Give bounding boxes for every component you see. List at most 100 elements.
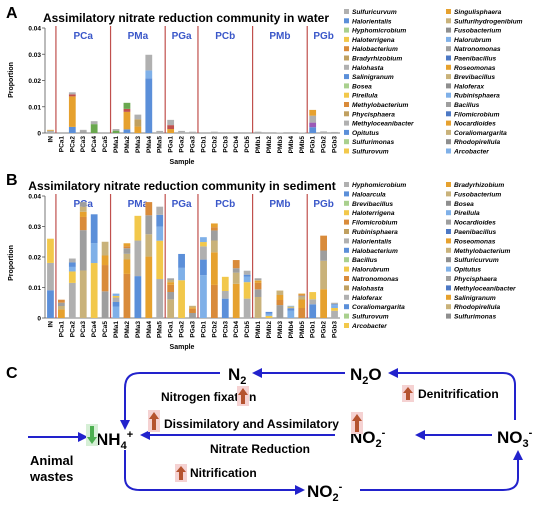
chart-a-bar-segment: [134, 126, 142, 133]
chart-b-legend-swatch: [344, 182, 349, 187]
chart-b-bar-segment: [145, 215, 153, 235]
chart-a-bar-segment: [200, 132, 207, 133]
panel-letter-b: B: [6, 172, 18, 189]
chart-b-bar-segment: [265, 313, 273, 316]
chart-b-bar-segment: [101, 255, 109, 266]
chart-b-bar-segment: [156, 206, 164, 215]
chart-b-group-label: PCb: [215, 199, 235, 210]
chart-b-xlabel: Sample: [170, 344, 195, 351]
chart-b-legend-swatch: [446, 219, 451, 225]
chart-a-legend-item: Brevibacillus: [454, 74, 495, 81]
chart-b-legend-swatch: [344, 313, 349, 319]
chart-a-xlabel: Sample: [170, 159, 195, 166]
chart-a-bar-segment: [298, 132, 306, 133]
chart-a-group-label: PCb: [215, 31, 235, 42]
chart-a-bar-segment: [287, 132, 295, 133]
chart-b-bar-segment: [134, 240, 142, 277]
chart-b-y-tick-label: 0.04: [28, 194, 41, 201]
label-wastes: wastes: [29, 469, 73, 484]
chart-a-legend-item: Sulfuricurvum: [352, 9, 397, 16]
chart-b-bar-segment: [221, 291, 229, 299]
chart-b-x-tick-label: PMa1: [113, 321, 120, 338]
chart-a-bar-segment: [47, 129, 54, 131]
chart-b-legend-swatch: [446, 294, 451, 300]
chart-a-legend-swatch: [446, 120, 451, 126]
chart-b-bar-segment: [232, 260, 240, 269]
chart-b-legend-swatch: [344, 191, 349, 197]
chart-a-legend-swatch: [344, 64, 349, 70]
chart-b-x-tick-label: PCa2: [69, 321, 76, 338]
chart-a-legend-item: Phycisphaera: [352, 111, 395, 118]
chart-b-bar-segment: [112, 306, 120, 318]
arrowhead-nh4-right: [140, 430, 150, 440]
chart-a-legend: Sulfuricurvum Singulisphaera Halorientalis…: [344, 9, 523, 156]
arrowhead-no2b: [295, 485, 305, 495]
chart-b-bar-segment: [210, 284, 218, 318]
chart-a-bar-segment: [134, 119, 142, 127]
chart-a-x-tick-label: PGa3: [190, 136, 197, 153]
chart-b-bar-segment: [210, 223, 218, 228]
chart-a-legend-swatch: [344, 83, 349, 89]
chart-a-legend-swatch: [344, 27, 349, 33]
chart-b-bar-segment: [210, 252, 218, 285]
chart-b-legend-swatch: [344, 294, 349, 300]
arrowhead-animal: [78, 432, 88, 442]
chart-a-x-tick-label: PMb2: [266, 136, 273, 154]
chart-b-bar-segment: [320, 260, 327, 290]
chart-a-legend-item: Rhodopirellula: [454, 139, 500, 146]
chart-b-bar-segment: [189, 308, 196, 313]
chart-a-bar-segment: [123, 129, 131, 133]
chart-b-bar-segment: [167, 292, 175, 300]
up-arrow-icon: [402, 385, 414, 402]
chart-a-bar-segment: [112, 129, 120, 131]
chart-b-x-tick-label: PCb2: [211, 321, 218, 338]
chart-b-bar-segment: [232, 272, 240, 284]
chart-b-bar-segment: [123, 253, 131, 260]
chart-b-bar-segment: [79, 216, 87, 231]
chart-b-y-tick-label: 0.02: [28, 255, 41, 262]
chart-b-bar-segment: [265, 311, 273, 314]
label-nitrate-reduction: Nitrate Reduction: [210, 442, 310, 456]
chart-b-bar-segment: [276, 294, 284, 301]
chart-b-legend-swatch: [344, 323, 349, 328]
chart-a-bar-segment: [68, 96, 76, 127]
chart-a-legend-item: Methylobacterium: [352, 102, 409, 109]
chart-b-bar-segment: [68, 266, 76, 272]
chart-a-legend-item: Sulfurimonas: [352, 139, 394, 146]
chart-b-y-tick-label: 0.01: [28, 285, 41, 292]
chart-a-bar-segment: [320, 131, 327, 133]
chart-b-x-tick-label: PMb4: [288, 321, 295, 339]
chart-b-legend-swatch: [446, 182, 451, 187]
chart-b-bar-segment: [156, 214, 164, 227]
chart-b-bar-segment: [309, 299, 317, 305]
chart-b-legend-item: Methyloceanibacter: [454, 285, 516, 292]
chart-b-bar-segment: [167, 299, 175, 318]
chart-b-bar-segment: [178, 267, 185, 281]
chart-a-legend-swatch: [344, 129, 349, 135]
chart-b-y-tick-label: 0: [37, 316, 41, 323]
chart-a-legend-item: Bacillus: [454, 102, 480, 109]
chart-a-y-tick-label: 0.02: [28, 78, 41, 85]
chart-a-group-label: PGb: [313, 31, 334, 42]
chart-a-x-tick-label: PCa4: [91, 136, 98, 153]
chart-b-x-tick-label: PMa5: [157, 321, 164, 338]
chart-b-bar-segment: [243, 276, 251, 283]
chart-a-legend-swatch: [344, 111, 349, 117]
chart-b-legend-swatch: [446, 304, 451, 310]
chart-a-legend-item: Halohasta: [352, 65, 384, 72]
chart-a-bar-segment: [156, 130, 164, 133]
chart-b-legend-item: Sulfurovum: [352, 314, 389, 321]
chart-b-x-tick-label: PMb2: [266, 321, 273, 339]
chart-b-legend-item: Halorubrum: [352, 267, 390, 274]
chart-b-bar-segment: [309, 292, 317, 300]
chart-b-legend-item: Opitutus: [454, 267, 481, 274]
chart-b-legend-item: Haloarcula: [352, 191, 386, 198]
chart-b-bar-segment: [167, 282, 175, 285]
chart-a-x-tick-label: PCb3: [222, 136, 229, 153]
chart-b-x-tick-label: PCb3: [222, 321, 229, 338]
chart-a-legend-item: Methyloceanibacter: [352, 121, 414, 128]
chart-a-legend-swatch: [344, 92, 349, 98]
arrowhead-nh4-top: [120, 420, 130, 430]
chart-b-bar-segment: [156, 279, 164, 318]
chart-b-bar-segment: [156, 240, 164, 280]
